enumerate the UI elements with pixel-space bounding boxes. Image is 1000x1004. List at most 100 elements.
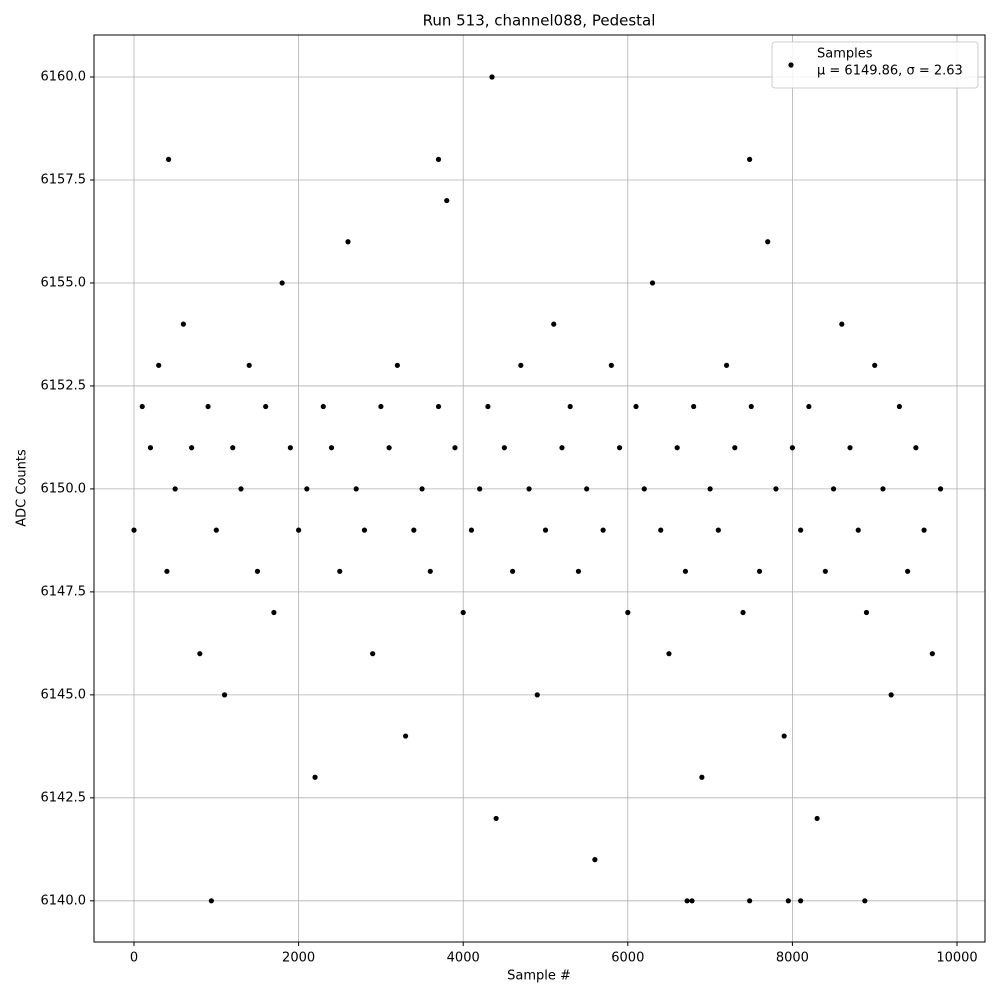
point [691,403,697,410]
point [213,527,219,533]
point [747,156,753,162]
point [287,445,293,451]
point [666,651,672,657]
point [855,527,861,533]
point [370,651,376,657]
legend-marker [788,62,794,68]
point [518,362,524,368]
point [345,239,351,245]
point [534,692,540,698]
point [880,486,886,492]
point [649,280,656,286]
chart-title: Run 513, channel088, Pedestal [423,12,656,30]
point [575,568,582,574]
point [435,403,442,410]
point [674,445,680,451]
point [271,609,277,616]
point [386,445,392,451]
y-tick-label: 6157.5 [41,172,87,187]
point [263,403,269,410]
y-tick-label: 6152.5 [41,378,87,393]
y-tick-label: 6145.0 [41,687,87,702]
point [180,321,186,327]
point [616,445,623,451]
point [732,445,738,451]
point [913,445,919,451]
point [723,362,730,368]
point [501,445,507,451]
point [658,527,664,533]
point [312,774,318,780]
x-axis-label: Sample # [507,969,571,984]
point [246,362,252,368]
point [785,898,791,904]
point [584,486,590,492]
x-tick-label: 8000 [776,951,809,966]
point [715,527,721,533]
point [156,362,162,368]
point [740,609,746,616]
point [489,74,495,80]
point [435,156,442,162]
point [559,445,565,451]
point [304,486,310,492]
point [592,857,598,863]
y-tick-label: 6142.5 [41,790,87,805]
point [806,403,812,410]
y-axis-label: ADC Counts [15,449,30,527]
legend: Samples μ = 6149.86, σ = 2.63 [771,41,979,89]
legend-note: μ = 6149.86, σ = 2.63 [817,64,963,79]
point [748,403,754,410]
point [798,527,804,533]
point [608,362,614,368]
point [814,815,820,822]
point [221,692,228,698]
point [773,486,779,492]
point [460,609,466,616]
y-tick-label: 6140.0 [41,893,87,908]
point [444,197,450,204]
point [822,568,828,574]
point [189,445,195,451]
point [394,362,400,368]
point [238,486,244,492]
x-tick-label: 4000 [447,951,480,966]
point [254,568,261,574]
point [279,280,285,286]
point [689,898,695,904]
point [756,568,763,574]
point [684,898,690,904]
y-tick-label: 6160.0 [41,70,87,85]
point [164,568,170,574]
point [551,321,557,327]
point [600,527,606,533]
y-tick-label: 6147.5 [41,584,87,599]
point [633,403,639,410]
legend-box [771,41,979,89]
point [427,568,433,574]
point [921,527,927,533]
point [139,403,145,410]
point [419,486,425,492]
x-tick-label: 0 [130,951,138,966]
point [328,445,335,451]
point [197,651,203,657]
point [361,527,368,533]
point [131,527,137,533]
point [468,527,475,533]
point [937,486,944,492]
point [888,692,894,698]
point [296,527,302,533]
x-tick-label: 6000 [611,951,644,966]
point [402,733,409,739]
point [872,362,878,368]
point [830,486,837,492]
x-tick-label: 2000 [282,951,315,966]
point [699,774,705,780]
point [337,568,343,574]
point [847,445,853,451]
point [353,486,359,492]
point [707,486,713,492]
y-tick-label: 6155.0 [41,275,87,290]
